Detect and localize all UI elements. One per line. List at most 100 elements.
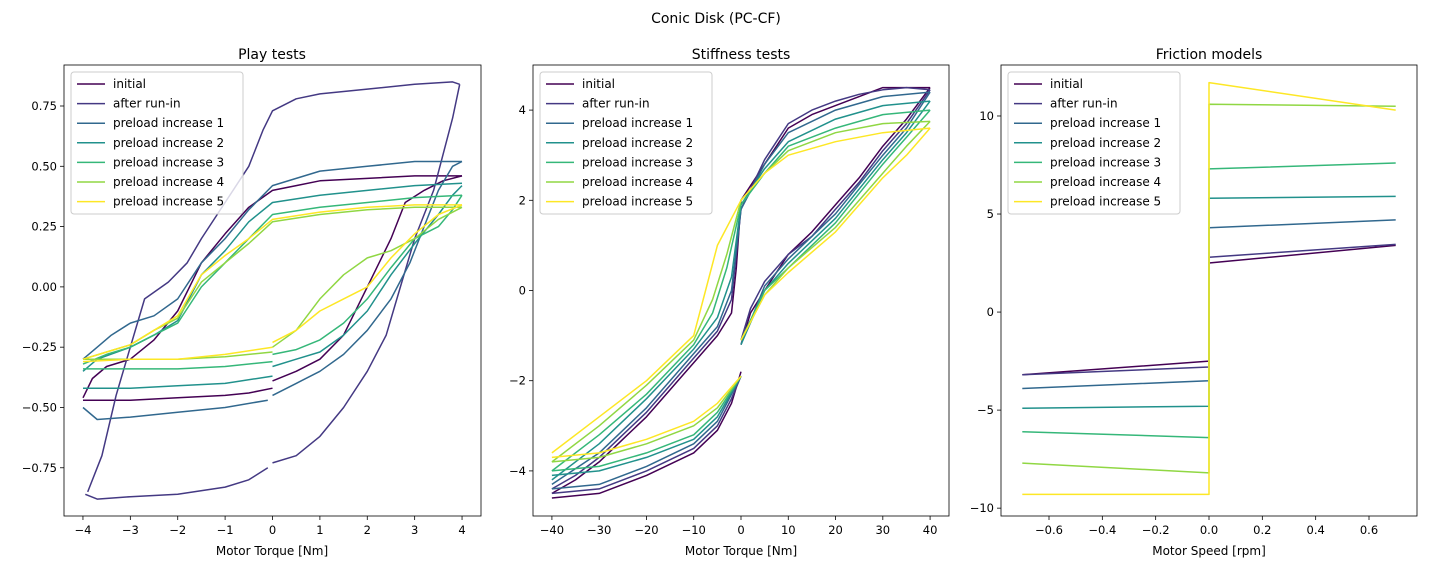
plot-area: −0.6 −0.4 −0.2 0.0 0.2 0.4 0.6 −10 −5 0 5 10 initial… bbox=[970, 64, 1418, 537]
x-tick-label: 0.6 bbox=[1360, 523, 1378, 537]
y-tick-label: −0.25 bbox=[22, 340, 57, 354]
series-line bbox=[551, 375, 742, 463]
legend-entry-label: after run-in bbox=[1050, 97, 1118, 111]
series-line bbox=[1022, 81, 1396, 496]
x-tick-label: −2 bbox=[169, 523, 186, 537]
x-tick-label: 20 bbox=[828, 523, 843, 537]
series-line bbox=[82, 204, 462, 360]
series-line bbox=[551, 100, 931, 481]
legend-frame bbox=[70, 71, 244, 215]
series-line bbox=[83, 387, 273, 401]
legend-entry-label: preload increase 3 bbox=[582, 155, 693, 169]
series-line bbox=[272, 175, 463, 382]
series-line bbox=[740, 127, 931, 341]
x-tick-label: −0.2 bbox=[1142, 523, 1170, 537]
x-tick-label: −4 bbox=[74, 523, 91, 537]
y-tick-label: 0.75 bbox=[31, 99, 57, 113]
legend-frame bbox=[539, 71, 713, 215]
series-line bbox=[740, 109, 931, 341]
y-tick-label: −0.75 bbox=[22, 461, 57, 475]
y-tick-label: 10 bbox=[979, 109, 994, 123]
x-tick-label: 0.2 bbox=[1253, 523, 1271, 537]
series-line bbox=[272, 206, 463, 348]
plot-area: −40 −30 −20 −10 0 10 20 30 40−4−2024initialafter… bbox=[509, 64, 950, 537]
series-line bbox=[551, 371, 742, 499]
legend-entry-label: preload increase 2 bbox=[582, 136, 693, 150]
y-tick-label: −5 bbox=[977, 403, 994, 417]
y-tick-label: 5 bbox=[987, 207, 994, 221]
legend-entry-label: preload increase 1 bbox=[113, 116, 224, 130]
y-tick-label: 4 bbox=[519, 103, 526, 117]
y-tick-label: 0.50 bbox=[31, 159, 57, 173]
series-line bbox=[740, 87, 931, 345]
series-line bbox=[82, 160, 462, 360]
subplot-title: Stiffness tests bbox=[692, 47, 791, 63]
y-tick-label: 2 bbox=[519, 193, 526, 207]
legend-entry-label: preload increase 5 bbox=[1050, 195, 1161, 209]
legend-entry-label: preload increase 1 bbox=[582, 116, 693, 130]
legend-entry-label: initial bbox=[1050, 77, 1083, 91]
legend-entry-label: initial bbox=[113, 77, 146, 91]
series-line bbox=[82, 346, 273, 363]
x-tick-label: −30 bbox=[587, 523, 611, 537]
legend-entry-label: preload increase 2 bbox=[1050, 136, 1161, 150]
series-line bbox=[551, 375, 742, 477]
legend-entry-label: after run-in bbox=[113, 97, 181, 111]
x-tick-label: 0.0 bbox=[1200, 523, 1218, 537]
series-line bbox=[551, 86, 931, 495]
y-tick-label: −10 bbox=[970, 501, 994, 515]
x-tick-label: 40 bbox=[923, 523, 938, 537]
legend-entry-label: preload increase 4 bbox=[113, 175, 224, 189]
legend-entry-label: preload increase 2 bbox=[113, 136, 224, 150]
subplot-stiffness-tests: Stiffness tests Motor Torque [Nm] bbox=[685, 47, 797, 558]
series-line bbox=[82, 206, 462, 360]
x-tick-label: 4 bbox=[458, 523, 465, 537]
subplot-title: Friction models bbox=[1156, 47, 1263, 63]
x-tick-label: −20 bbox=[634, 523, 658, 537]
x-tick-label: 0 bbox=[737, 523, 744, 537]
legend: initial after run-in preload increase 1 pre… bbox=[539, 71, 713, 215]
series-line bbox=[551, 109, 931, 472]
x-axis-label: Motor Torque [Nm] bbox=[216, 544, 328, 558]
series-line bbox=[272, 185, 463, 368]
y-tick-label: 0.25 bbox=[31, 220, 57, 234]
y-tick-label: −4 bbox=[509, 464, 526, 478]
series-line bbox=[83, 360, 273, 370]
plot-layer: −4 −3 −2 −1 0 1 2 3 4−0.75−0.50−0.250.000.250.50… bbox=[22, 64, 1418, 537]
x-axis-label: Motor Speed [rpm] bbox=[1152, 544, 1266, 558]
x-tick-label: 3 bbox=[411, 523, 418, 537]
legend-entry-label: preload increase 3 bbox=[1050, 155, 1161, 169]
y-tick-label: −2 bbox=[509, 374, 526, 388]
series-line bbox=[551, 375, 742, 459]
legend-frame bbox=[1007, 71, 1181, 215]
x-tick-label: 1 bbox=[316, 523, 323, 537]
legend-entry-label: initial bbox=[582, 77, 615, 91]
series-line bbox=[551, 127, 931, 454]
y-tick-label: 0 bbox=[519, 284, 526, 298]
series-line bbox=[551, 375, 742, 490]
series-line bbox=[272, 194, 463, 356]
x-tick-label: −1 bbox=[217, 523, 234, 537]
series-line bbox=[83, 375, 273, 389]
plot-area: −4 −3 −2 −1 0 1 2 3 4 −0.75 −0.50 −0.25 0.00 0.25 0.50… bbox=[22, 64, 482, 537]
x-tick-label: 30 bbox=[875, 523, 890, 537]
legend-entry-label: preload increase 3 bbox=[113, 155, 224, 169]
series-line bbox=[82, 399, 268, 421]
legend: initial after run-in preload increase 1 pre… bbox=[1007, 71, 1181, 215]
x-tick-label: −10 bbox=[682, 523, 706, 537]
series-line bbox=[740, 89, 931, 341]
series-line bbox=[272, 84, 461, 464]
series-line bbox=[272, 160, 463, 397]
x-tick-label: 10 bbox=[781, 523, 796, 537]
y-tick-label: 0.00 bbox=[31, 280, 57, 294]
series-line bbox=[272, 204, 463, 344]
series-line bbox=[551, 375, 742, 495]
y-tick-label: −0.50 bbox=[22, 400, 57, 414]
series-line bbox=[551, 91, 931, 486]
subplot-play-tests: Play tests Motor Torque [Nm] bbox=[216, 47, 328, 558]
series-line bbox=[82, 175, 462, 399]
legend-entry-label: preload increase 4 bbox=[1050, 175, 1161, 189]
figure-suptitle: Conic Disk (PC-CF) bbox=[651, 11, 781, 27]
series-line bbox=[740, 91, 931, 345]
